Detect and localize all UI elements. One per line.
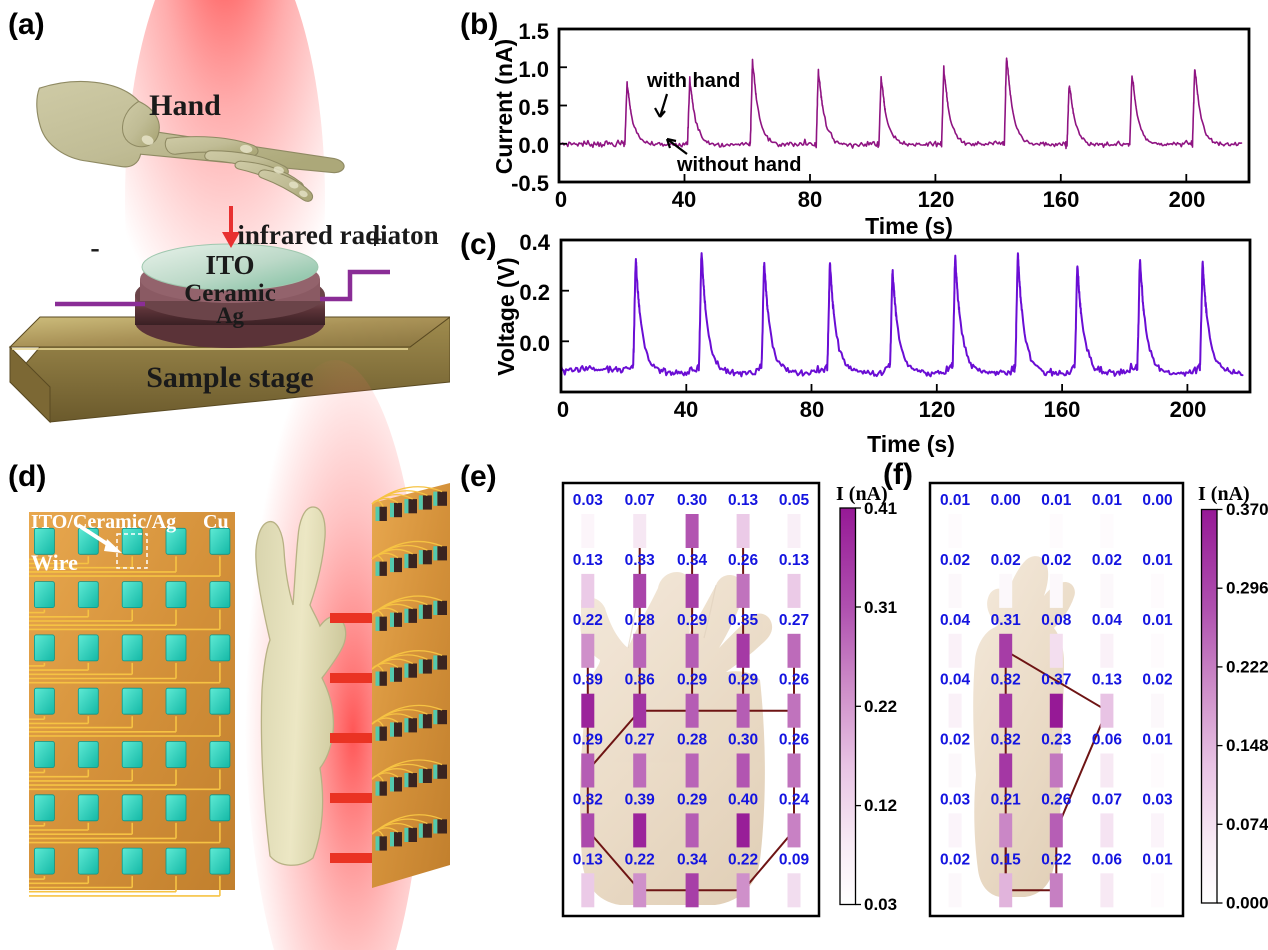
svg-text:0.01: 0.01 bbox=[1041, 492, 1072, 509]
svg-text:0.22: 0.22 bbox=[1041, 851, 1071, 868]
svg-text:0.32: 0.32 bbox=[991, 672, 1021, 689]
svg-text:0.04: 0.04 bbox=[940, 672, 971, 689]
svg-text:0.06: 0.06 bbox=[1092, 851, 1123, 868]
svg-text:0.370: 0.370 bbox=[1226, 500, 1268, 519]
svg-text:0.04: 0.04 bbox=[1092, 612, 1123, 629]
svg-text:0.148: 0.148 bbox=[1226, 736, 1268, 755]
svg-text:0.02: 0.02 bbox=[940, 851, 970, 868]
svg-text:0.01: 0.01 bbox=[1142, 851, 1173, 868]
svg-text:0.23: 0.23 bbox=[1041, 732, 1072, 749]
svg-text:0.31: 0.31 bbox=[991, 612, 1022, 629]
svg-text:0.01: 0.01 bbox=[1142, 732, 1173, 749]
svg-text:without hand: without hand bbox=[676, 154, 801, 176]
svg-text:0.02: 0.02 bbox=[1092, 552, 1122, 569]
svg-text:0.00: 0.00 bbox=[991, 492, 1021, 509]
svg-text:0.02: 0.02 bbox=[940, 732, 970, 749]
svg-text:0.296: 0.296 bbox=[1226, 579, 1268, 598]
svg-text:0.00: 0.00 bbox=[1142, 492, 1172, 509]
svg-text:0.32: 0.32 bbox=[991, 732, 1021, 749]
svg-text:0.000: 0.000 bbox=[1226, 894, 1268, 913]
svg-text:0.04: 0.04 bbox=[940, 612, 971, 629]
svg-text:0.07: 0.07 bbox=[1092, 791, 1122, 808]
svg-text:0.03: 0.03 bbox=[1142, 791, 1173, 808]
svg-text:0.02: 0.02 bbox=[1041, 552, 1071, 569]
svg-text:0.03: 0.03 bbox=[940, 791, 971, 808]
svg-text:0.06: 0.06 bbox=[1092, 732, 1123, 749]
svg-text:0.02: 0.02 bbox=[991, 552, 1021, 569]
svg-text:0.02: 0.02 bbox=[1142, 672, 1172, 689]
svg-text:0.26: 0.26 bbox=[1041, 791, 1072, 808]
svg-text:0.13: 0.13 bbox=[1092, 672, 1123, 689]
svg-text:0.222: 0.222 bbox=[1226, 657, 1268, 676]
svg-text:with hand: with hand bbox=[646, 70, 740, 92]
svg-text:0.37: 0.37 bbox=[1041, 672, 1071, 689]
svg-text:0.01: 0.01 bbox=[1092, 492, 1123, 509]
svg-text:0.01: 0.01 bbox=[1142, 552, 1173, 569]
svg-text:0.01: 0.01 bbox=[1142, 612, 1173, 629]
svg-text:0.15: 0.15 bbox=[991, 851, 1022, 868]
svg-text:0.02: 0.02 bbox=[940, 552, 970, 569]
svg-text:0.074: 0.074 bbox=[1226, 815, 1268, 834]
svg-text:0.21: 0.21 bbox=[991, 791, 1022, 808]
svg-text:0.08: 0.08 bbox=[1041, 612, 1072, 629]
svg-text:0.01: 0.01 bbox=[940, 492, 971, 509]
